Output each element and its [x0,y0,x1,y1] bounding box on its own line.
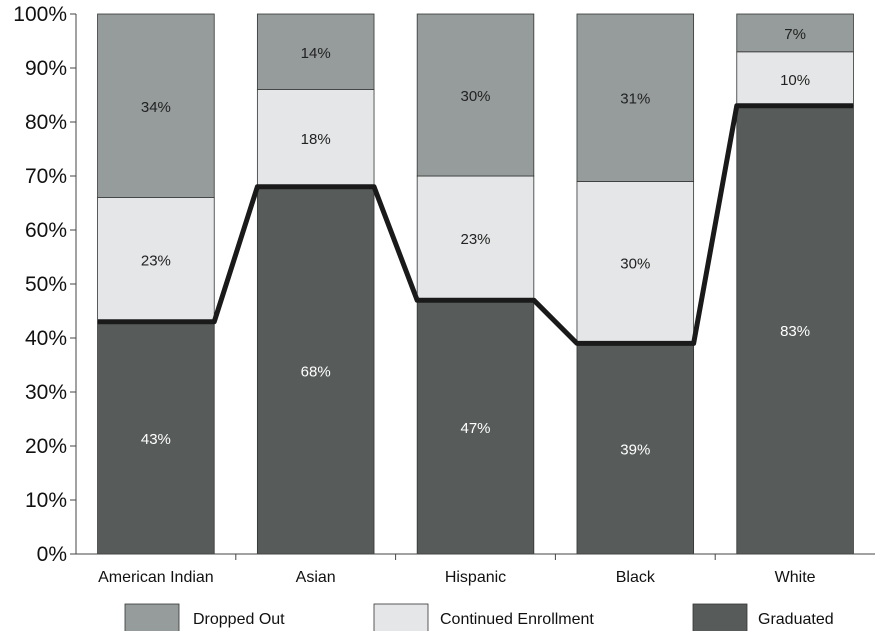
x-axis: American Indian Asian Hispanic Black White [76,553,875,586]
value-label: 47% [460,420,490,437]
graduated-connector-line [97,103,854,346]
bar-segment [736,13,854,53]
value-label: 68% [301,363,331,380]
y-tick-label: 100% [13,3,67,26]
y-tick-label: 70% [25,165,67,188]
value-label: 30% [460,88,490,105]
y-tick-label: 0% [37,543,67,566]
legend: Dropped Out Continued Enrollment Graduated [124,603,834,631]
value-labels: 43% 23% 34% 68% 18% 14% 47% 23% 30% 39% 30% 31% 83% 1… [141,26,810,459]
legend-label: Graduated [758,611,834,628]
bar-segment [256,13,375,90]
value-label: 30% [620,255,650,272]
connector-line [97,103,854,346]
bar-segment [256,89,375,188]
y-tick-label: 80% [25,111,67,134]
value-label: 23% [460,231,490,248]
value-label: 18% [301,131,331,148]
x-tick-label: Hispanic [445,569,506,586]
y-tick-label: 30% [25,381,67,404]
bar-segment [97,13,215,199]
bar-segment [576,13,695,182]
value-label: 83% [780,323,810,340]
bar-segment [97,197,215,323]
x-tick-label: Black [616,569,656,586]
x-tick-label: White [775,569,816,586]
y-tick-label: 10% [25,489,67,512]
bar-segment [416,175,535,301]
x-tick-label: Asian [296,569,336,586]
value-label: 31% [620,91,650,108]
value-label: 43% [141,431,171,448]
value-label: 39% [620,442,650,459]
value-label: 14% [301,45,331,62]
value-label: 10% [780,72,810,89]
bar-segment [576,180,695,344]
value-label: 7% [784,26,806,43]
y-axis: 0% 10% 20% 30% 40% 50% 60% 70% 80% 90% 100% [13,3,77,566]
bar-segment [97,321,215,555]
bar-segment [736,105,854,555]
y-tick-label: 90% [25,57,67,80]
x-tick-label: American Indian [98,569,214,586]
legend-label: Continued Enrollment [440,611,594,628]
bars [97,13,854,555]
bar-segment [576,342,695,555]
bar-segment [416,13,535,177]
legend-swatch [124,603,180,631]
legend-label: Dropped Out [193,611,285,628]
y-tick-label: 20% [25,435,67,458]
y-tick-label: 60% [25,219,67,242]
bar-segment [416,299,535,555]
bar-segment [736,51,854,107]
y-tick-label: 40% [25,327,67,350]
legend-swatch [692,603,748,631]
legend-swatch [373,603,429,631]
value-label: 23% [141,253,171,270]
value-label: 34% [141,99,171,116]
y-tick-label: 50% [25,273,67,296]
